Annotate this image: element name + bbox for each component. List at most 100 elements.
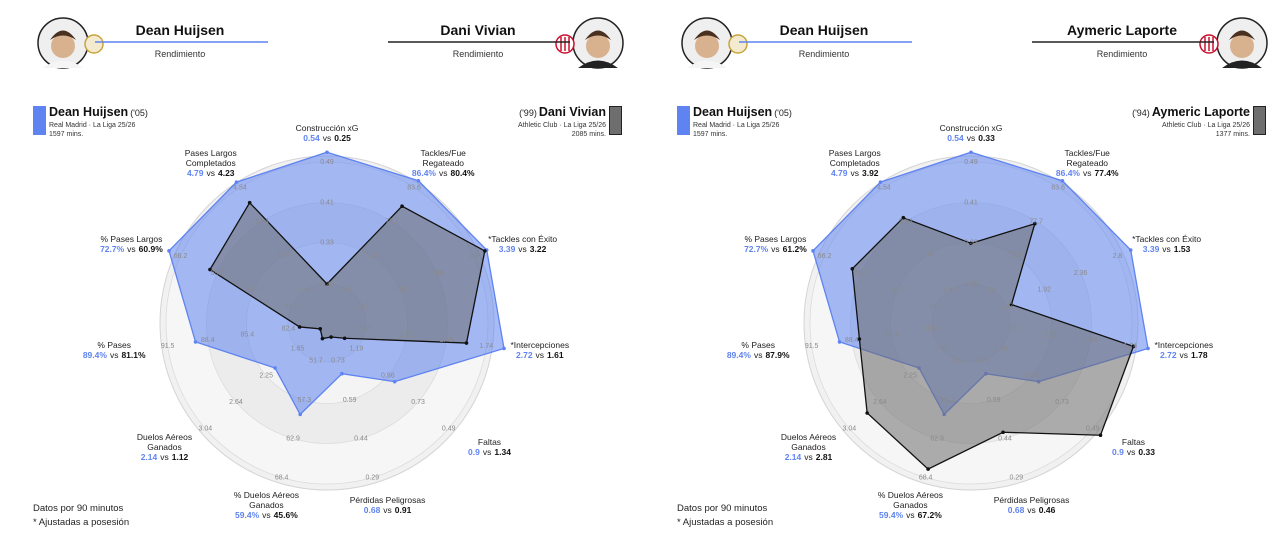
- legend-name: Aymeric Laporte: [1151, 105, 1250, 119]
- axis-tick-label: 82.4: [282, 325, 296, 332]
- axis-name: Duelos Aéreos Ganados: [780, 432, 837, 453]
- axis-tick-label: 0.73: [331, 357, 345, 364]
- player-b-value: 3.92: [861, 168, 879, 179]
- axis-values: 86.4% vs 80.4%: [412, 168, 475, 178]
- player-b-area: [851, 216, 1135, 470]
- player-a-value: 2.72: [516, 350, 533, 361]
- axis-tick-label: 2.25: [259, 373, 273, 380]
- legend-name: Dean Huijsen: [49, 105, 129, 119]
- player-b-value: 60.9%: [138, 244, 163, 255]
- axis-tick-label: 52.9: [891, 286, 905, 293]
- player-a-value: 2.14: [140, 452, 158, 463]
- radar-point: [320, 336, 325, 341]
- axis-tick-label: 3.14: [921, 252, 935, 259]
- player-b-subtitle: Rendimiento: [1097, 49, 1148, 59]
- axis-label: % Pases Largos 72.7% vs 60.9%: [100, 234, 163, 254]
- player-b-value: 81.1%: [121, 350, 146, 361]
- player-b-value: 0.91: [394, 505, 412, 516]
- axis-tick-label: 0.73: [975, 357, 989, 364]
- axis-tick-label: 46.2: [285, 304, 299, 311]
- versus-word: vs: [127, 244, 136, 255]
- player-b-value: 1.78: [1191, 350, 1208, 361]
- footnote: * Ajustadas a posesión: [677, 517, 774, 528]
- versus-word: vs: [109, 350, 119, 361]
- footnote: Datos por 90 minutos: [33, 503, 124, 514]
- radar-point: [234, 180, 239, 184]
- versus-word: vs: [535, 350, 545, 361]
- axis-tick-label: 2.64: [873, 399, 887, 406]
- axis-name: % Pases: [741, 340, 775, 351]
- radar-point: [857, 337, 862, 341]
- player-a-value: 4.79: [186, 168, 204, 179]
- radar-point: [878, 180, 883, 184]
- player-team: Real Madrid · La Liga 25/26: [49, 122, 136, 129]
- axis-tick-label: 59.6: [211, 270, 225, 277]
- axis-tick-label: 1.21: [400, 331, 414, 338]
- radar-point: [811, 249, 815, 253]
- player-hair: [1229, 30, 1255, 40]
- radar-point: [837, 340, 842, 344]
- radar-point: [325, 282, 329, 286]
- radar-point: [1146, 346, 1150, 351]
- axis-values: 59.4% vs 67.2%: [878, 510, 943, 520]
- club-badge: [728, 34, 748, 54]
- axis-values: 72.7% vs 61.2%: [744, 244, 807, 254]
- axis-name: Faltas: [477, 437, 502, 448]
- player-b-info: ('99) Dani Vivian Athletic Club · La Liga …: [518, 106, 622, 139]
- player-minutes: 1377 mins.: [1215, 131, 1250, 138]
- axis-tick-label: 0.49: [442, 425, 456, 432]
- axis-values: 0.68 vs 0.46: [994, 505, 1070, 515]
- axis-values: 89.4% vs 81.1%: [83, 350, 146, 360]
- player-b-value: 0.46: [1038, 505, 1056, 516]
- player-b-text: ('94) Aymeric Laporte Athletic Club · La L…: [1132, 106, 1250, 139]
- axis-name: % Pases Largos: [100, 234, 163, 245]
- radar-point: [502, 346, 506, 351]
- versus-word: vs: [850, 168, 859, 179]
- axis-tick-label: 1.48: [1083, 337, 1097, 344]
- footnote: Datos por 90 minutos: [677, 503, 768, 514]
- axis-tick-label: 2.64: [229, 399, 243, 406]
- axis-tick-label: 2.43: [943, 287, 957, 294]
- legend-swatch: [677, 106, 690, 135]
- axis-tick-label: 0.29: [366, 474, 380, 481]
- axis-tick-label: 0.95: [1003, 325, 1017, 332]
- axis-label: *Tackles con Éxito 3.39 vs 1.53: [1132, 234, 1201, 254]
- axis-name: % Pases: [97, 340, 131, 351]
- axis-label: Tackles/Fue Regateado 86.4% vs 77.4%: [1056, 148, 1119, 178]
- axis-name: Tackles/Fue Regateado: [1064, 148, 1110, 169]
- axis-tick-label: 1.92: [393, 286, 407, 293]
- player-team: Real Madrid · La Liga 25/26: [693, 122, 780, 129]
- player-b-value: 4.23: [217, 168, 235, 179]
- radar-point: [392, 379, 397, 384]
- axis-tick-label: 82.4: [926, 325, 940, 332]
- player-b-header-name: Dani Vivian: [440, 22, 515, 38]
- radar-point: [208, 267, 212, 272]
- legend-swatch: [609, 106, 622, 135]
- player-a-header-name: Dean Huijsen: [780, 22, 869, 38]
- player-face: [51, 34, 75, 58]
- player-hair: [585, 30, 611, 40]
- axis-values: 2.72 vs 1.61: [511, 350, 570, 360]
- axis-name: Pases Largos Completados: [828, 148, 881, 169]
- radar-point: [969, 150, 973, 155]
- axis-values: 3.39 vs 3.22: [488, 244, 557, 254]
- axis-tick-label: 77.7: [1029, 218, 1043, 225]
- radar-point: [1060, 178, 1065, 183]
- axis-tick-label: 1.92: [1037, 286, 1051, 293]
- player-a-subtitle: Rendimiento: [155, 49, 206, 59]
- axis-label: *Tackles con Éxito 3.39 vs 3.22: [488, 234, 557, 254]
- axis-values: 0.9 vs 0.33: [1112, 447, 1155, 457]
- radar-point: [193, 340, 198, 344]
- player-a-info: Dean Huijsen ('05) Real Madrid · La Liga 2…: [677, 106, 792, 139]
- axis-tick-label: 0.96: [1025, 373, 1039, 380]
- versus-word: vs: [322, 133, 332, 143]
- versus-word: vs: [438, 168, 448, 179]
- player-b-value: 0.25: [334, 133, 351, 143]
- player-minutes: 2085 mins.: [571, 131, 606, 138]
- player-a-value: 59.4%: [879, 510, 904, 521]
- axis-tick-label: 1.47: [1000, 304, 1014, 311]
- axis-tick-label: 0.25: [964, 281, 978, 288]
- player-b-value: 67.2%: [917, 510, 942, 521]
